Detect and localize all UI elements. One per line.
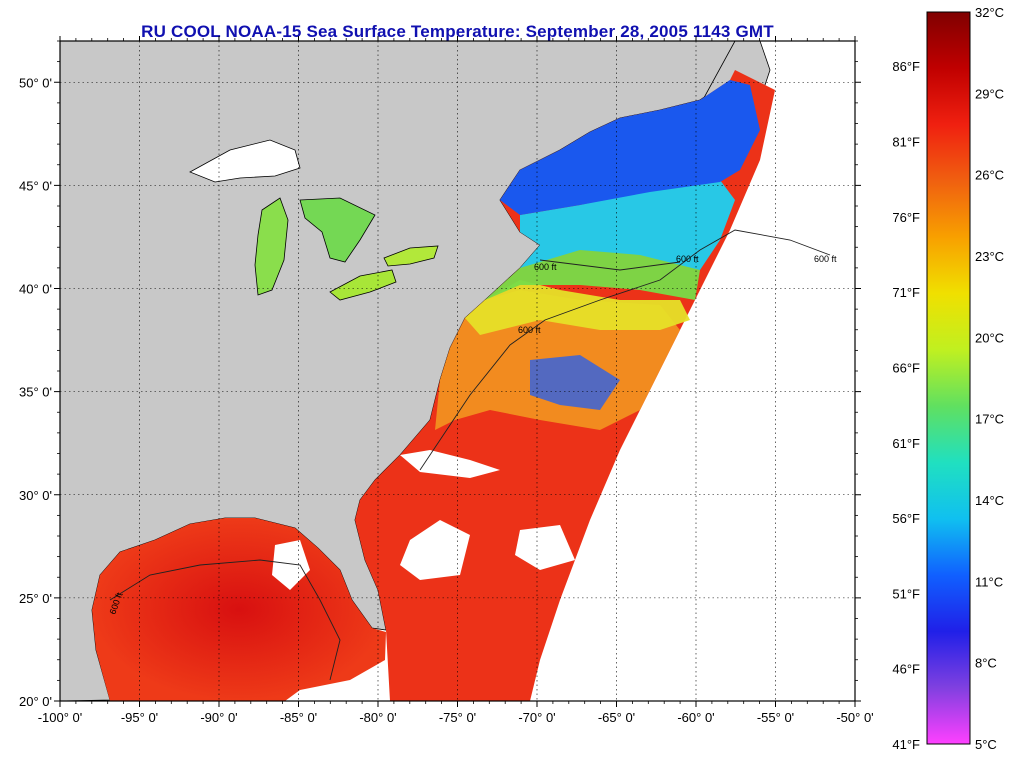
lon-tick-label: -50° 0' (836, 710, 873, 725)
fahrenheit-label: 71°F (892, 285, 920, 300)
fahrenheit-label: 66°F (892, 360, 920, 375)
celsius-label: 5°C (975, 737, 997, 752)
lat-tick-label: 25° 0' (19, 591, 52, 606)
fahrenheit-label: 81°F (892, 135, 920, 150)
lat-tick-label: 30° 0' (19, 488, 52, 503)
contour-label: 600 ft (814, 254, 837, 264)
colorbar-gradient (926, 11, 971, 745)
cloud-gap (400, 450, 500, 478)
celsius-label: 17°C (975, 412, 1004, 427)
fahrenheit-label: 86°F (892, 59, 920, 74)
sst-band-green (485, 250, 700, 300)
cool-patch (530, 355, 620, 410)
great-lakes (189, 139, 439, 301)
celsius-label: 14°C (975, 493, 1004, 508)
sst-band-yellow (465, 280, 690, 335)
lake-superior (189, 139, 301, 183)
fahrenheit-label: 76°F (892, 210, 920, 225)
map-title: RU COOL NOAA-15 Sea Surface Temperature:… (141, 22, 774, 41)
cloud-gap (400, 520, 470, 580)
lake-ontario (383, 245, 439, 267)
graticule-grid (60, 41, 855, 701)
lake-erie (329, 269, 397, 301)
fahrenheit-label: 51°F (892, 586, 920, 601)
lon-tick-label: -65° 0' (598, 710, 635, 725)
celsius-label: 8°C (975, 656, 997, 671)
lat-tick-label: 35° 0' (19, 385, 52, 400)
fahrenheit-label: 46°F (892, 662, 920, 677)
gulf-of-mexico-sst (92, 518, 386, 701)
lon-tick-label: -95° 0' (121, 710, 158, 725)
fahrenheit-label: 41°F (892, 737, 920, 752)
sst-band-blue (500, 80, 760, 215)
celsius-label: 32°C (975, 5, 1004, 20)
lat-tick-label: 50° 0' (19, 75, 52, 90)
lon-tick-label: -100° 0' (38, 710, 83, 725)
fahrenheit-label: 56°F (892, 511, 920, 526)
lat-tick-label: 20° 0' (19, 694, 52, 709)
lon-tick-label: -75° 0' (439, 710, 476, 725)
lon-tick-label: -70° 0' (518, 710, 555, 725)
contour-label: 600 ft (676, 254, 699, 264)
lat-tick-label: 45° 0' (19, 178, 52, 193)
colorbar: 32°C 29°C 26°C 23°C 20°C 17°C 14°C 11°C 8°C 5°C 86… (892, 5, 1004, 752)
contour-label: 600 ft (534, 262, 557, 272)
lake-michigan (254, 197, 289, 296)
contour-label: 600 ft (518, 325, 541, 335)
cloud-gap (515, 525, 575, 570)
lon-tick-label: -85° 0' (280, 710, 317, 725)
depth-contour (539, 259, 681, 271)
lat-tick-label: 40° 0' (19, 282, 52, 297)
lon-tick-label: -90° 0' (200, 710, 237, 725)
celsius-label: 29°C (975, 86, 1004, 101)
celsius-label: 20°C (975, 330, 1004, 345)
map-axes: -100° 0' -95° 0' -90° 0' -85° 0' -80° 0' -75°… (19, 36, 874, 725)
lon-tick-label: -60° 0' (677, 710, 714, 725)
celsius-label: 11°C (975, 574, 1003, 589)
lake-huron (299, 197, 376, 263)
cloud-gap (272, 540, 310, 590)
fahrenheit-label: 61°F (892, 436, 920, 451)
celsius-label: 23°C (975, 249, 1004, 264)
lon-tick-label: -55° 0' (757, 710, 794, 725)
colorbar-labels: 32°C 29°C 26°C 23°C 20°C 17°C 14°C 11°C 8°C 5°C 86… (892, 5, 1004, 752)
sst-band-cyan (520, 180, 735, 270)
depth-contour (419, 229, 831, 471)
lon-tick-label: -80° 0' (359, 710, 396, 725)
celsius-label: 26°C (975, 168, 1004, 183)
depth-contour (109, 559, 341, 681)
